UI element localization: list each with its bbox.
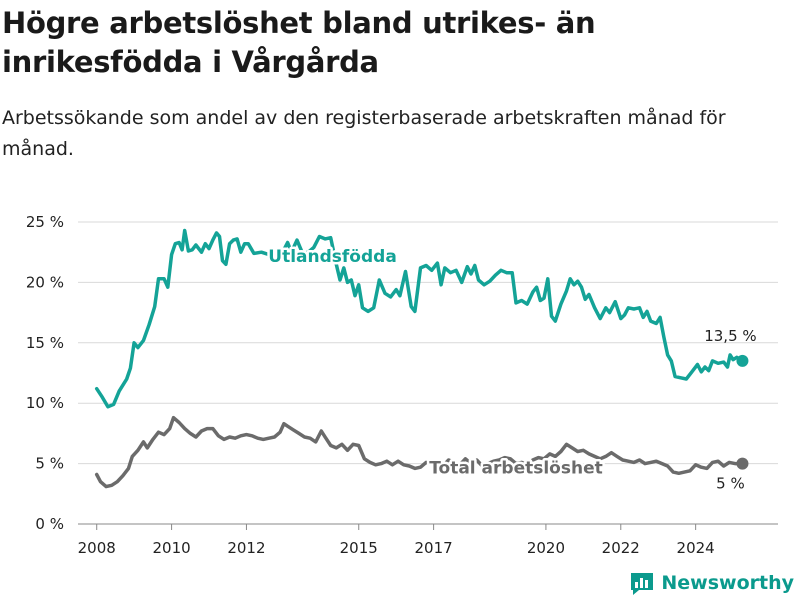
x-tick-label: 2015: [340, 539, 378, 557]
y-tick-label: 5 %: [35, 455, 64, 473]
y-tick-label: 0 %: [35, 515, 64, 533]
x-tick-label: 2012: [227, 539, 265, 557]
y-tick-label: 25 %: [26, 213, 64, 231]
x-tick-label: 2024: [677, 539, 715, 557]
series-name-label-1: Total arbetslöshet: [429, 458, 603, 478]
series-end-point-0: [736, 354, 749, 367]
brand-name: Newsworthy: [661, 572, 794, 594]
x-tick-label: 2022: [602, 539, 640, 557]
series-line-1: [94, 415, 745, 489]
newsworthy-logo-icon: [631, 573, 654, 595]
x-tick-label: 2017: [415, 539, 453, 557]
x-tick-label: 2010: [152, 539, 190, 557]
chart-subtitle: Arbetssökande som andel av den registerb…: [2, 107, 726, 160]
y-tick-label: 20 %: [26, 273, 64, 291]
x-tick-label: 2008: [78, 539, 116, 557]
y-tick-label: 15 %: [26, 334, 64, 352]
series-end-label-0: 13,5 %: [704, 327, 756, 345]
series-end-point-1: [736, 457, 749, 470]
chart-title: Högre arbetslöshet bland utrikes- än inr…: [2, 6, 596, 79]
x-tick-label: 2020: [527, 539, 565, 557]
series-end-label-1: 5 %: [716, 475, 745, 493]
brand-logo: Newsworthy: [629, 570, 794, 596]
series-name-label-0: Utlandsfödda: [268, 247, 397, 267]
series-line-0: [94, 228, 745, 409]
y-tick-label: 10 %: [26, 394, 64, 412]
